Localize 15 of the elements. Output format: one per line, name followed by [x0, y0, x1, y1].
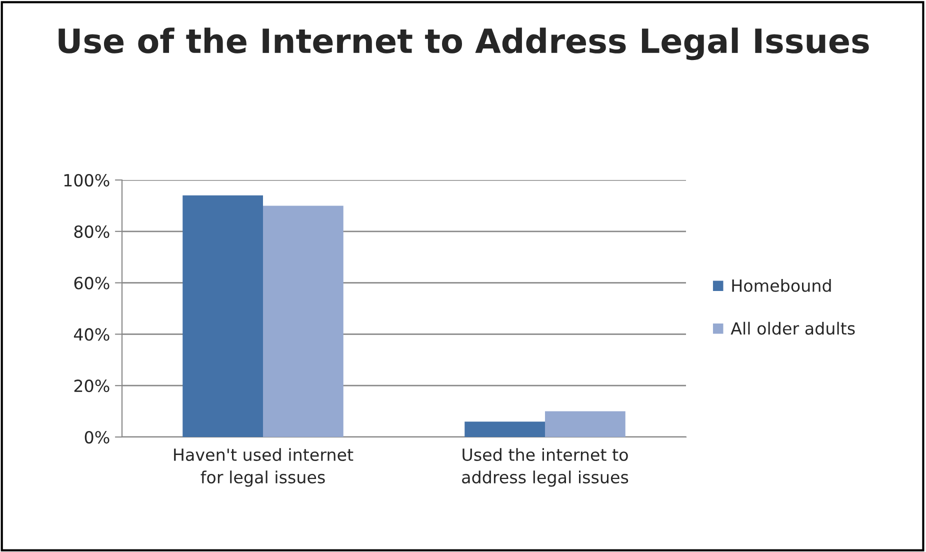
y-tick-label: 40% — [74, 328, 110, 341]
legend-label: Homebound — [732, 279, 831, 292]
y-tick-label: 100% — [64, 174, 110, 187]
x-tick-label: Haven't used internet for legal issues — [174, 448, 354, 487]
bar — [464, 422, 545, 437]
chart-title: Use of the Internet to Address Legal Issues — [58, 28, 869, 60]
bar — [263, 206, 344, 437]
bar — [182, 195, 263, 437]
x-tick-label: Used the internet to address legal issues — [462, 448, 628, 487]
y-tick-label: 80% — [74, 225, 110, 238]
y-tick-label: 60% — [74, 276, 110, 290]
y-tick-label: 20% — [74, 380, 110, 392]
y-tick-label: 0% — [84, 430, 110, 444]
bar — [545, 411, 626, 437]
legend-label: All older adults — [730, 322, 855, 335]
